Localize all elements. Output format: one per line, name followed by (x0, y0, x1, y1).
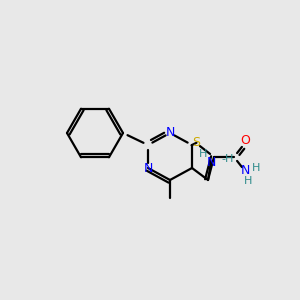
Text: N: N (143, 161, 153, 175)
Text: -H: -H (221, 154, 233, 164)
Text: H: H (244, 176, 252, 186)
Text: N: N (206, 155, 216, 169)
Text: H: H (252, 163, 260, 173)
Text: H: H (199, 149, 207, 159)
Text: N: N (165, 127, 175, 140)
Text: N: N (240, 164, 250, 178)
Text: O: O (240, 134, 250, 146)
Text: S: S (192, 136, 200, 149)
